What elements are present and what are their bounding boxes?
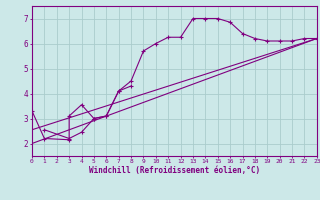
X-axis label: Windchill (Refroidissement éolien,°C): Windchill (Refroidissement éolien,°C) [89, 166, 260, 175]
